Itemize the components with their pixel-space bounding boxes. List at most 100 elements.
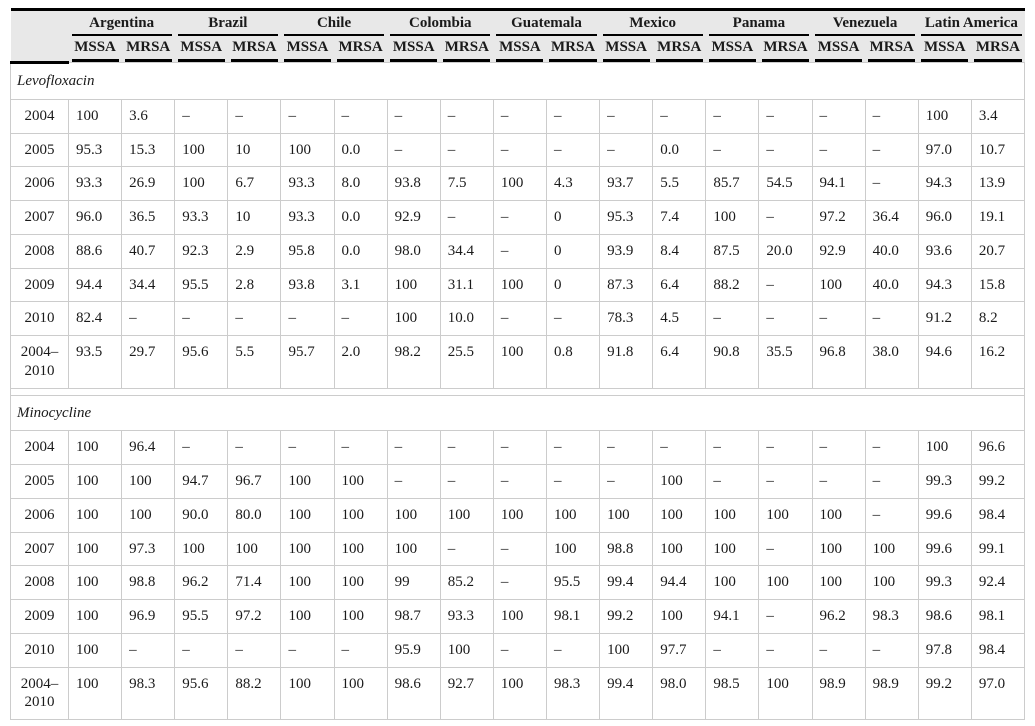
value-cell: 94.4 (67, 267, 123, 303)
value-cell: 34.4 (121, 267, 176, 303)
value-cell: – (174, 98, 229, 134)
value-cell: 0.8 (545, 335, 601, 389)
country-header-chile: Chile (280, 9, 388, 36)
value-cell: – (545, 464, 601, 499)
value-cell: 95.8 (280, 233, 335, 269)
value-cell: 98.5 (705, 666, 760, 720)
subheader-mrsa: MRSA (546, 36, 600, 63)
value-cell: 100 (333, 531, 388, 567)
value-cell: – (545, 430, 601, 465)
value-cell: – (121, 632, 176, 668)
value-cell: 94.7 (174, 464, 229, 499)
value-cell: 93.8 (280, 267, 335, 303)
value-cell: 40.7 (121, 233, 176, 269)
value-cell: – (599, 98, 654, 134)
value-cell: – (492, 98, 547, 134)
section-label-row: Levofloxacin (10, 62, 1025, 100)
value-cell: 71.4 (227, 565, 282, 600)
value-cell: 100 (864, 531, 919, 567)
value-cell: – (811, 301, 866, 336)
value-cell: – (545, 301, 601, 336)
year-cell: 2007 (10, 200, 69, 235)
value-cell: 0.0 (333, 132, 388, 168)
value-cell: 100 (67, 430, 123, 465)
value-cell: 100 (121, 497, 176, 533)
value-cell: 99.2 (917, 666, 972, 720)
value-cell: 100 (67, 98, 123, 134)
value-cell: 100 (280, 666, 335, 720)
value-cell: – (280, 430, 335, 465)
table-row: 2008 88.6 40.7 92.3 2.9 95.8 0.0 98.0 34.4–0 93.9… (10, 233, 1026, 269)
subheader-mssa: MSSA (387, 36, 441, 63)
value-cell: – (492, 132, 547, 168)
section-spacer-row (10, 387, 1025, 396)
value-cell: 95.5 (545, 565, 601, 600)
value-cell: 100 (652, 497, 707, 533)
table-row: 2005 95.3 15.3 100 10 100 0.0– – – – –0.0– – – –97.0 1… (10, 132, 1026, 168)
value-cell: – (758, 599, 813, 634)
value-cell: 100 (758, 565, 813, 600)
value-cell: 35.5 (758, 335, 813, 389)
value-cell: 95.3 (599, 200, 654, 235)
value-cell: – (864, 464, 919, 499)
subheader-mrsa: MRSA (227, 36, 281, 63)
value-cell: 100 (917, 98, 972, 134)
subheader-mssa: MSSA (918, 36, 972, 63)
value-cell: 6.4 (652, 335, 707, 389)
value-cell: 100 (280, 464, 335, 499)
value-cell: 88.2 (227, 666, 282, 720)
value-cell: 6.7 (227, 166, 282, 201)
value-cell: – (439, 200, 494, 235)
value-cell: 96.8 (811, 335, 866, 389)
value-cell: 100 (705, 497, 760, 533)
value-cell: 0.0 (652, 132, 707, 168)
value-cell: 98.7 (386, 599, 441, 634)
value-cell: 92.3 (174, 233, 229, 269)
value-cell: – (758, 632, 813, 668)
value-cell: – (811, 430, 866, 465)
value-cell: 94.6 (917, 335, 972, 389)
value-cell: 100 (652, 464, 707, 499)
value-cell: – (492, 565, 547, 600)
value-cell: – (599, 464, 654, 499)
value-cell: 93.6 (917, 233, 972, 269)
value-cell: 100 (333, 666, 388, 720)
section-label-row: Minocycline (10, 394, 1025, 432)
value-cell: – (545, 632, 601, 668)
value-cell: 98.4 (970, 497, 1026, 533)
country-header-venezuela: Venezuela (812, 9, 919, 36)
value-cell: 93.5 (67, 335, 123, 389)
value-cell: 0 (545, 233, 601, 269)
value-cell: 29.7 (121, 335, 176, 389)
value-cell: – (758, 200, 813, 235)
year-cell: 2004–2010 (10, 666, 69, 720)
value-cell: 80.0 (227, 497, 282, 533)
value-cell: 95.3 (67, 132, 123, 168)
value-cell: 100 (333, 565, 388, 600)
value-cell: 100 (864, 565, 919, 600)
value-cell: 90.0 (174, 497, 229, 533)
table-row: 2004 100 3.6– – – – – – – – – – – – – –100 3.4 (10, 98, 1026, 134)
value-cell: 100 (333, 497, 388, 533)
table-header: Argentina Brazil Chile Colombia Guatemal… (10, 9, 1025, 64)
value-cell: – (705, 632, 760, 668)
value-cell: – (227, 98, 282, 134)
value-cell: 95.5 (174, 267, 229, 303)
value-cell: 99.4 (599, 666, 654, 720)
value-cell: 97.2 (811, 200, 866, 235)
value-cell: 87.3 (599, 267, 654, 303)
value-cell: – (174, 301, 229, 336)
value-cell: – (705, 464, 760, 499)
value-cell: 98.8 (599, 531, 654, 567)
value-cell: – (227, 632, 282, 668)
value-cell: 100 (492, 599, 547, 634)
value-cell: 99.4 (599, 565, 654, 600)
value-cell: 4.5 (652, 301, 707, 336)
table-row: 2009 100 96.9 95.5 97.2 100 100 98.7 93.3 100 98.1… (10, 599, 1026, 634)
value-cell: – (811, 98, 866, 134)
value-cell: 100 (280, 565, 335, 600)
subheader-mrsa: MRSA (971, 36, 1025, 63)
value-cell: – (492, 301, 547, 336)
table-row: 2010 82.4– – – – –100 10.0– –78.3 4.5– – – –91.2 8.2 (10, 301, 1026, 336)
value-cell: – (758, 132, 813, 168)
